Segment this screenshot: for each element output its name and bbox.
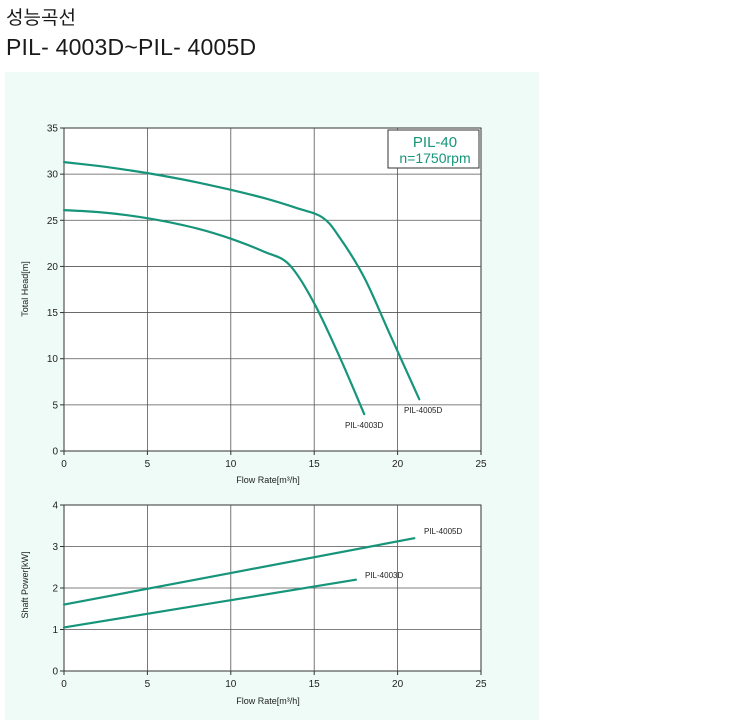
power-chart: 0 5 10 15 20 25 0 1 2 3 4 Flow Rate[m³/h] Shaft P…: [20, 501, 487, 707]
head-y-tick-label: 10: [47, 354, 59, 365]
head-y-tick-label: 25: [47, 216, 59, 227]
power-y-tick-label: 4: [52, 501, 58, 512]
power-curves: [62, 537, 416, 629]
power-grid: [64, 505, 481, 671]
power-series-label-pil-4003d: PIL-4003D: [365, 571, 403, 580]
power-x-tick-label: 10: [225, 679, 237, 690]
power-curve-pil-4003d: [62, 578, 357, 629]
model-badge: PIL-40 n=1750rpm: [387, 129, 480, 169]
head-x-axis-label: Flow Rate[m³/h]: [236, 475, 300, 485]
power-y-axis-label: Shaft Power[kW]: [20, 551, 30, 618]
head-curves: [62, 161, 421, 416]
power-y-ticks: 0 1 2 3 4: [52, 501, 64, 678]
power-y-tick-label: 3: [52, 542, 58, 553]
model-range-title: PIL- 4003D~PIL- 4005D: [6, 34, 257, 60]
power-x-ticks: 0 5 10 15 20 25: [61, 671, 487, 690]
head-curve-pil-4005d: [62, 161, 421, 401]
power-x-tick-label: 25: [475, 679, 487, 690]
head-x-tick-label: 15: [309, 459, 321, 470]
head-y-tick-label: 5: [52, 400, 58, 411]
power-x-tick-label: 20: [392, 679, 404, 690]
head-x-tick-label: 10: [225, 459, 237, 470]
head-x-tick-label: 0: [61, 459, 67, 470]
head-series-label-pil-4005d: PIL-4005D: [404, 406, 442, 415]
model-badge-speed: n=1750rpm: [399, 150, 470, 166]
model-badge-model: PIL-40: [413, 134, 457, 151]
head-chart: 0 5 10 15 20 25 0 5 10 15 20 25 30 35 Flow Rate[m³/h…: [20, 124, 487, 486]
head-grid: [64, 128, 481, 451]
power-x-tick-label: 5: [145, 679, 151, 690]
power-series-label-pil-4005d: PIL-4005D: [424, 527, 462, 536]
head-curve-pil-4003d: [62, 209, 366, 416]
head-plot-area: [63, 127, 482, 452]
power-y-tick-label: 0: [52, 667, 58, 678]
page-heading: 성능곡선: [6, 7, 76, 29]
head-y-tick-label: 15: [47, 308, 59, 319]
power-x-tick-label: 15: [309, 679, 321, 690]
head-x-tick-label: 5: [145, 459, 151, 470]
power-x-tick-label: 0: [61, 679, 67, 690]
model-badge-box: [387, 129, 480, 169]
head-x-tick-label: 25: [475, 459, 487, 470]
power-x-axis-label: Flow Rate[m³/h]: [236, 696, 300, 706]
head-y-ticks: 0 5 10 15 20 25 30 35: [47, 124, 64, 458]
head-y-tick-label: 0: [52, 447, 58, 458]
power-curve-pil-4005d: [62, 537, 416, 606]
head-y-tick-label: 20: [47, 262, 59, 273]
head-y-tick-label: 30: [47, 170, 59, 181]
power-y-tick-label: 2: [52, 584, 58, 595]
head-series-label-pil-4003d: PIL-4003D: [345, 421, 383, 430]
chart-panel: 0 5 10 15 20 25 0 5 10 15 20 25 30 35 Flow Rate[m³/h…: [5, 72, 539, 720]
power-y-tick-label: 1: [52, 625, 58, 636]
head-y-axis-label: Total Head[m]: [20, 261, 30, 317]
head-y-tick-label: 35: [47, 124, 59, 135]
head-x-ticks: 0 5 10 15 20 25: [61, 451, 487, 470]
head-x-tick-label: 20: [392, 459, 404, 470]
